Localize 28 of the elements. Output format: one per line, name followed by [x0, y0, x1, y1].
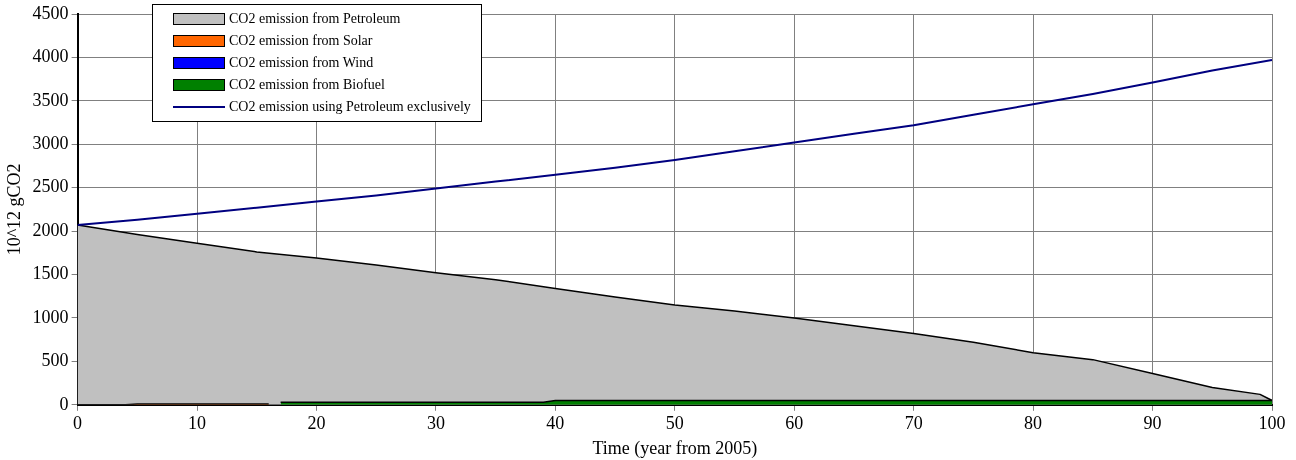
legend-label: CO2 emission using Petroleum exclusively	[229, 98, 471, 116]
x-tick-label: 20	[307, 413, 326, 434]
y-tick-label: 3500	[32, 89, 69, 110]
x-axis-title: Time (year from 2005)	[592, 437, 758, 459]
y-tick-label: 0	[59, 393, 69, 414]
y-tick-label: 500	[41, 350, 69, 371]
x-tick-label: 80	[1024, 413, 1043, 434]
y-tick-label: 2500	[32, 176, 69, 197]
legend-label: CO2 emission from Solar	[229, 32, 373, 50]
x-tick-label: 50	[665, 413, 684, 434]
x-tick-label: 10	[188, 413, 207, 434]
y-tick-label: 4000	[32, 46, 69, 67]
x-tick-label: 70	[904, 413, 923, 434]
x-tick-label: 0	[73, 413, 83, 434]
y-tick-label: 1000	[32, 306, 69, 327]
x-tick-label: 100	[1258, 413, 1286, 434]
y-tick-label: 1500	[32, 263, 69, 284]
y-tick-label: 3000	[32, 133, 69, 153]
x-tick-label: 90	[1143, 413, 1162, 434]
x-tick-label: 60	[785, 413, 804, 434]
legend-label: CO2 emission from Petroleum	[229, 10, 401, 28]
y-tick-label: 2000	[32, 219, 69, 240]
x-tick-label: 30	[426, 413, 445, 434]
x-tick-label: 40	[546, 413, 565, 434]
legend-label: CO2 emission from Biofuel	[229, 76, 385, 94]
y-tick-label: 4500	[32, 2, 69, 23]
y-axis-title: 10^12 gCO2	[3, 163, 24, 256]
legend-label: CO2 emission from Wind	[229, 54, 374, 72]
